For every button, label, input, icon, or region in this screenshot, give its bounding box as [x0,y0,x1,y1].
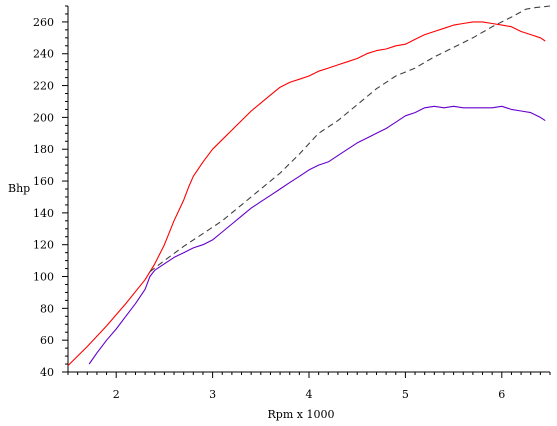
y-tick-label: 260 [33,16,54,29]
y-tick-label: 40 [40,366,54,379]
axes: 2 3 4 5 6 40 60 80 100 120 140 160 180 200 220 240 260 [33,5,551,401]
y-tick-label: 160 [33,175,54,188]
x-tick-label: 4 [306,388,313,401]
y-axis-label: Bhp [8,182,30,195]
y-tick-label: 220 [33,80,54,93]
y-tick-label: 240 [33,48,54,61]
y-tick-label: 100 [33,271,54,284]
y-tick-label: 80 [40,302,54,315]
y-tick-label: 140 [33,207,54,220]
series-line-1 [67,21,546,366]
y-tick-label: 60 [40,334,54,347]
y-tick-label: 120 [33,239,54,252]
x-ticks: 2 3 4 5 6 [67,372,551,401]
x-axis-label: Rpm x 1000 [268,408,335,421]
x-tick-label: 3 [209,388,216,401]
y-tick-label: 180 [33,143,54,156]
x-tick-label: 6 [498,388,505,401]
x-tick-label: 2 [113,388,120,401]
y-ticks: 40 60 80 100 120 140 160 180 200 220 240 260 [33,5,68,379]
x-tick-label: 5 [402,388,409,401]
y-tick-label: 200 [33,111,54,124]
series-line-3 [88,105,546,365]
series-layer [67,5,551,366]
series-line-2 [149,5,551,273]
